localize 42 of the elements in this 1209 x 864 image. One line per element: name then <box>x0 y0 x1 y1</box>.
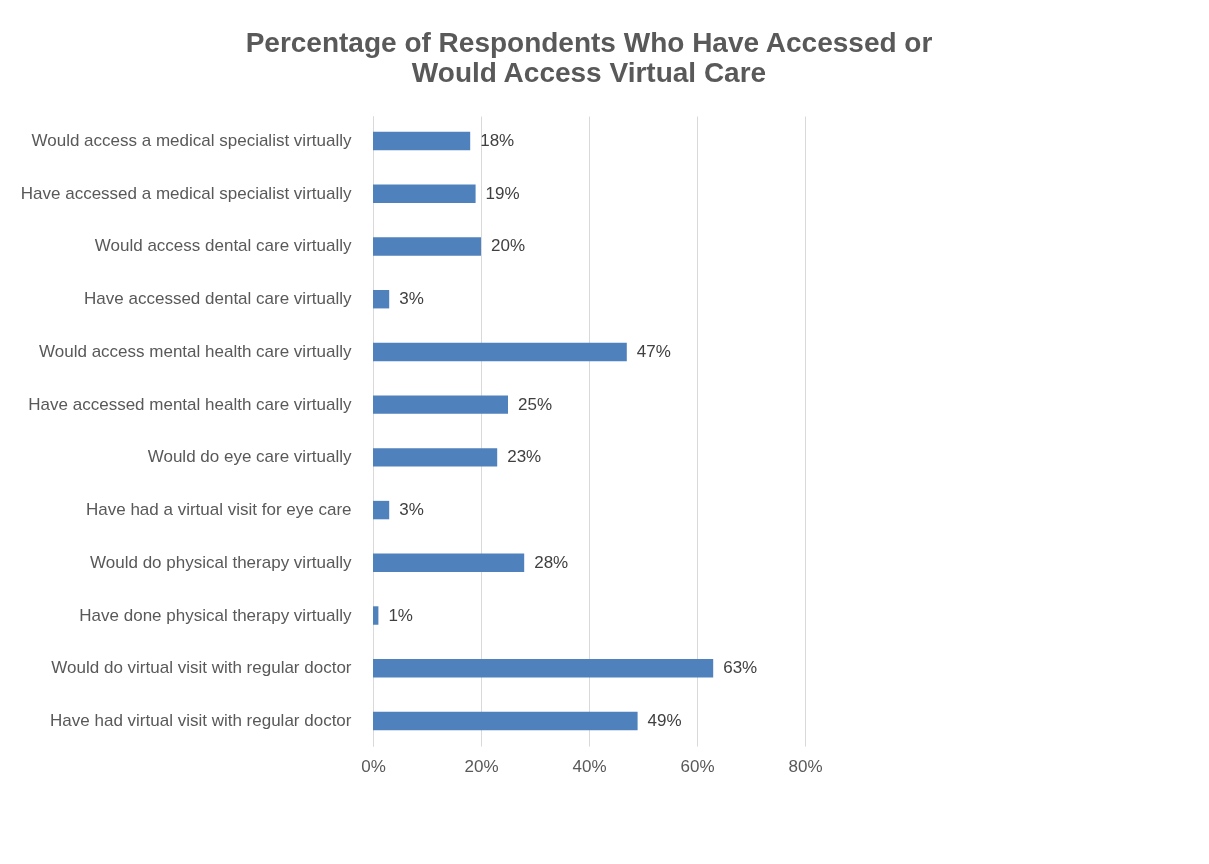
y-tick-label: Would access a medical specialist virtually <box>31 131 352 151</box>
bar <box>373 342 627 362</box>
bar <box>373 606 379 625</box>
y-tick-label: Would do virtual visit with regular doctor <box>51 658 352 678</box>
bar <box>373 131 471 151</box>
bar <box>373 500 390 520</box>
y-tick-label: Would access mental health care virtually <box>39 341 352 361</box>
y-tick-label: Have had virtual visit with regular doctor <box>50 710 352 730</box>
data-label: 20% <box>491 236 526 256</box>
data-label: 3% <box>399 289 424 309</box>
x-tick-label: 20% <box>464 756 499 776</box>
data-label: 23% <box>507 447 542 467</box>
data-label: 49% <box>647 710 682 730</box>
data-label: 19% <box>485 183 520 203</box>
data-label: 25% <box>518 394 553 414</box>
bar <box>373 659 714 678</box>
data-label: 28% <box>534 552 569 572</box>
chart-title: Percentage of Respondents Who Have Accessed or Would Access Virtual Care <box>245 27 933 88</box>
y-tick-label: Have accessed dental care virtually <box>84 289 352 309</box>
bar <box>373 289 390 309</box>
data-label: 47% <box>636 341 671 361</box>
data-label: 3% <box>399 500 424 520</box>
data-label: 63% <box>723 658 758 678</box>
x-tick-label: 60% <box>680 756 715 776</box>
bar <box>373 237 481 256</box>
bar <box>373 553 525 573</box>
x-tick-label: 80% <box>788 756 823 776</box>
y-tick-label: Would do physical therapy virtually <box>90 552 352 572</box>
y-tick-label: Have accessed mental health care virtually <box>28 394 352 414</box>
y-tick-label: Have accessed a medical specialist virtually <box>20 183 352 203</box>
y-tick-label: Have done physical therapy virtually <box>79 605 352 625</box>
y-tick-label: Have had a virtual visit for eye care <box>85 500 352 520</box>
bar <box>373 395 508 414</box>
x-tick-label: 0% <box>361 756 386 776</box>
y-tick-label: Would do eye care virtually <box>147 447 352 467</box>
bar <box>373 448 498 467</box>
x-tick-label: 40% <box>572 756 607 776</box>
data-label: 18% <box>480 131 515 151</box>
data-label: 1% <box>388 605 413 625</box>
bar <box>373 711 638 731</box>
y-tick-label: Would access dental care virtually <box>94 236 352 256</box>
bar <box>373 184 476 203</box>
